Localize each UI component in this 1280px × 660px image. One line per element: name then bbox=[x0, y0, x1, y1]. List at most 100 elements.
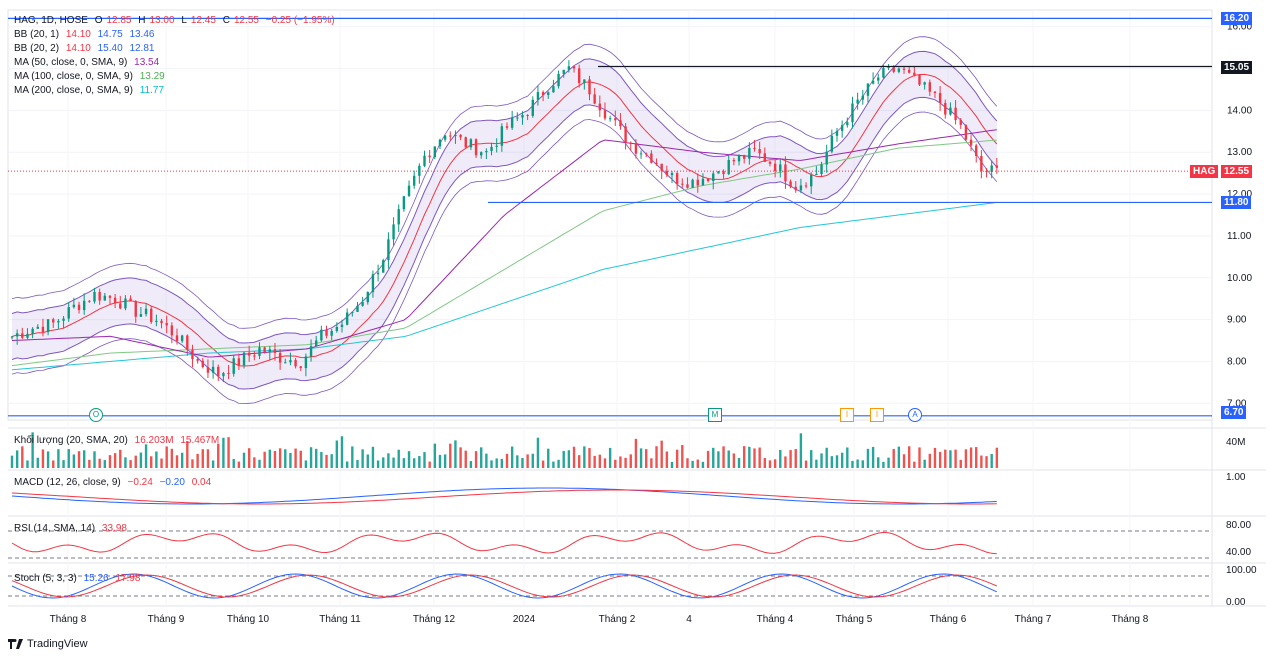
candle-body bbox=[686, 184, 689, 188]
volume-bar bbox=[928, 453, 932, 468]
volume-bar bbox=[629, 454, 632, 468]
volume-bar bbox=[232, 459, 235, 468]
volume-bar bbox=[449, 443, 452, 468]
candle-body bbox=[273, 349, 277, 353]
volume-bar bbox=[129, 460, 132, 468]
volume-bar bbox=[15, 450, 19, 468]
candle-body bbox=[639, 153, 643, 155]
volume-bar bbox=[113, 453, 117, 468]
candle-body bbox=[964, 124, 968, 140]
candle-body bbox=[810, 174, 813, 187]
candle-body bbox=[139, 314, 143, 317]
candle-body bbox=[784, 164, 787, 182]
volume-bar bbox=[717, 451, 720, 468]
volume-bar bbox=[835, 455, 839, 468]
x-tick-label: Tháng 8 bbox=[1112, 614, 1149, 625]
candle-body bbox=[175, 335, 179, 342]
volume-bar bbox=[995, 447, 999, 468]
candle-body bbox=[665, 170, 669, 176]
volume-bar bbox=[701, 461, 705, 468]
indicator-ma100[interactable]: MA (100, close, 0, SMA, 9) 13.29 bbox=[14, 71, 165, 82]
volume-legend[interactable]: Khối lượng (20, SMA, 20) 16.203M 15.467M bbox=[14, 435, 220, 446]
event-marker-a[interactable]: A bbox=[908, 408, 922, 422]
candle-body bbox=[247, 352, 251, 356]
event-marker-m[interactable]: M bbox=[708, 408, 722, 422]
tradingview-logo-icon bbox=[8, 639, 23, 649]
volume-bar bbox=[763, 458, 767, 468]
volume-bar bbox=[180, 452, 184, 468]
candle-body bbox=[376, 272, 380, 275]
stoch-axis-bottom: 0.00 bbox=[1226, 597, 1246, 608]
candle-body bbox=[557, 73, 560, 87]
volume-bar bbox=[583, 446, 586, 468]
volume-bar bbox=[392, 457, 395, 468]
indicator-bb1[interactable]: BB (20, 1) 14.10 14.75 13.46 bbox=[14, 29, 155, 40]
event-marker-o[interactable]: O bbox=[89, 408, 103, 422]
candle-body bbox=[428, 155, 431, 158]
volume-bar bbox=[371, 446, 375, 468]
candle-body bbox=[474, 139, 478, 156]
volume-bar bbox=[624, 457, 627, 468]
candle-body bbox=[26, 333, 29, 338]
candle-body bbox=[907, 69, 911, 73]
candle-body bbox=[165, 323, 168, 326]
candle-body bbox=[521, 115, 524, 118]
volume-bar bbox=[938, 451, 942, 468]
volume-bar bbox=[72, 454, 76, 468]
candle-body bbox=[433, 146, 437, 158]
volume-bar bbox=[758, 447, 761, 468]
x-tick-label: 4 bbox=[686, 614, 692, 625]
candle-body bbox=[201, 360, 204, 368]
candle-body bbox=[77, 304, 81, 311]
volume-bar bbox=[186, 441, 189, 468]
volume-bar bbox=[907, 446, 911, 468]
macd-legend[interactable]: MACD (12, 26, close, 9) −0.24 −0.20 0.04 bbox=[14, 477, 212, 488]
symbol-legend: HAG, 1D, HOSE O 12.85 H 13.00 L 12.45 C 12.5… bbox=[14, 15, 335, 26]
candle-body bbox=[480, 152, 483, 156]
volume-bar bbox=[851, 460, 854, 468]
event-marker-i-1[interactable]: I bbox=[840, 408, 854, 422]
candle-body bbox=[706, 178, 710, 181]
candle-body bbox=[268, 349, 272, 353]
candle-body bbox=[629, 142, 632, 144]
brand-logo[interactable]: TradingView bbox=[8, 638, 88, 650]
volume-bar bbox=[46, 451, 50, 468]
candle-body bbox=[619, 120, 622, 127]
event-marker-i-2[interactable]: I bbox=[870, 408, 884, 422]
volume-bar bbox=[258, 459, 261, 468]
candle-body bbox=[21, 333, 24, 338]
candle-body bbox=[830, 135, 834, 152]
indicator-bb2[interactable]: BB (20, 2) 14.10 15.40 12.81 bbox=[14, 43, 155, 54]
rsi-line bbox=[11, 531, 997, 555]
x-tick-label: Tháng 8 bbox=[50, 614, 87, 625]
indicator-ma50[interactable]: MA (50, close, 0, SMA, 9) 13.54 bbox=[14, 57, 160, 68]
candle-body bbox=[351, 311, 354, 313]
volume-bar bbox=[562, 450, 565, 468]
volume-bar bbox=[541, 460, 545, 468]
volume-bar bbox=[217, 443, 220, 468]
candle-body bbox=[108, 295, 112, 298]
indicator-ma200[interactable]: MA (200, close, 0, SMA, 9) 11.77 bbox=[14, 85, 165, 96]
volume-bar bbox=[531, 453, 534, 468]
candle-body bbox=[113, 297, 117, 304]
candle-body bbox=[861, 95, 864, 100]
candle-body bbox=[815, 174, 818, 176]
candle-body bbox=[134, 301, 137, 317]
candle-body bbox=[593, 94, 596, 104]
volume-bar bbox=[289, 452, 292, 468]
volume-bar bbox=[902, 454, 906, 468]
candle-body bbox=[840, 125, 844, 131]
volume-bar bbox=[273, 450, 277, 468]
candle-body bbox=[325, 329, 328, 336]
stoch-legend[interactable]: Stoch (5, 3, 3) 15.26 17.98 bbox=[14, 573, 141, 584]
candle-body bbox=[624, 126, 627, 143]
rsi-legend[interactable]: RSI (14, SMA, 14) 33.98 bbox=[14, 523, 127, 534]
volume-bar bbox=[82, 450, 86, 468]
volume-bar bbox=[77, 451, 81, 468]
volume-bar bbox=[969, 447, 973, 468]
rsi-axis-bottom: 40.00 bbox=[1226, 547, 1252, 558]
candle-body bbox=[206, 367, 210, 373]
volume-bar bbox=[433, 443, 437, 468]
x-tick-label: Tháng 4 bbox=[757, 614, 794, 625]
